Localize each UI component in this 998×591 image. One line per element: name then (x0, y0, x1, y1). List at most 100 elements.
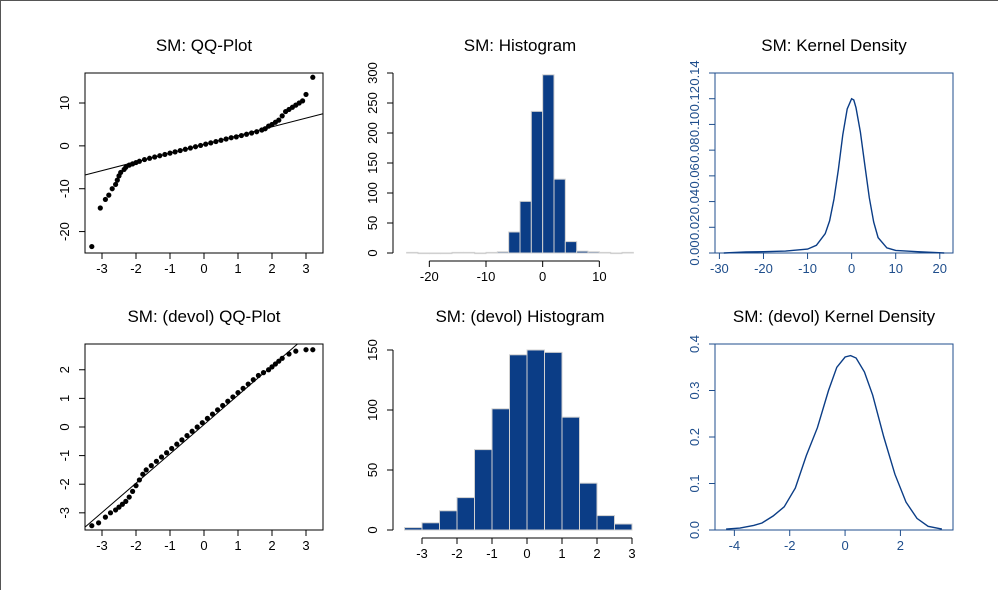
histogram-bar (530, 110, 544, 254)
qq-point (230, 394, 236, 400)
density-line (723, 97, 945, 254)
qq-point (102, 196, 108, 203)
qq-point (109, 186, 115, 192)
qq-point (199, 420, 205, 426)
y-tick-label: 50 (365, 216, 380, 230)
histogram-bar (553, 178, 566, 254)
histogram-bar (440, 252, 453, 255)
qq-point (162, 151, 168, 158)
qq-point (106, 192, 112, 198)
y-tick-label: 10 (57, 96, 72, 110)
chart-title: SM: Kernel Density (761, 36, 907, 55)
y-tick-label: 0.0 (687, 521, 702, 539)
y-tick-label: 0.12 (687, 86, 702, 111)
x-tick-label: 10 (592, 269, 606, 284)
x-tick-label: -10 (477, 269, 496, 284)
qq-point (167, 150, 173, 156)
qq-point (238, 132, 244, 139)
qq-point (225, 398, 231, 404)
chart-title: SM: (devol) QQ-Plot (127, 307, 280, 326)
qq-point (96, 520, 102, 526)
plot-frame (714, 343, 954, 531)
y-tick-label: 0.00 (687, 240, 702, 265)
qq-point (240, 385, 246, 391)
y-tick-label: 0.14 (687, 60, 702, 85)
x-tick-label: 2 (268, 538, 275, 553)
qq-point (266, 367, 272, 373)
histogram-bar (428, 252, 442, 255)
histogram-bar (576, 250, 589, 254)
y-tick-label: 0 (365, 249, 380, 256)
qq-point (276, 117, 282, 123)
chart-4: SM: (devol) QQ-Plot -3 -2 -1 0 1 2 3 -3 -2 -1 0 1 2 (57, 307, 324, 553)
qq-point (89, 523, 95, 529)
x-tick-label: -1 (164, 261, 176, 276)
chart-title: SM: (devol) Histogram (435, 307, 604, 326)
y-tick-label: 50 (365, 463, 380, 477)
plot-frame (84, 343, 324, 531)
qq-point (228, 135, 234, 141)
chart-3: SM: Kernel Density -30 -20 -10 0 10 20 0.000.02… (687, 36, 954, 276)
qq-point (97, 205, 103, 211)
histogram-bar (439, 510, 458, 531)
histogram-bar (598, 251, 612, 254)
qq-point (172, 149, 178, 155)
plot-frame (84, 72, 324, 254)
qq-point (279, 113, 285, 119)
qq-point (223, 136, 229, 142)
histogram-bar (417, 252, 430, 255)
qq-point (158, 454, 165, 460)
x-tick-label: 2 (897, 538, 904, 553)
histogram-bar (614, 523, 633, 531)
histogram-bar (509, 354, 528, 531)
y-tick-label: -2 (57, 478, 72, 490)
histogram-bar (496, 251, 510, 254)
chart-title: SM: (devol) Kernel Density (733, 307, 936, 326)
x-tick-label: -2 (784, 538, 796, 553)
x-tick-label: 0 (539, 269, 546, 284)
y-tick-label: 150 (365, 339, 380, 361)
x-tick-label: 0 (848, 261, 855, 276)
qq-point (269, 364, 275, 370)
qq-point (250, 377, 256, 383)
qq-point (272, 361, 278, 367)
qq-point (182, 146, 188, 152)
y-tick-label: 0 (57, 142, 72, 149)
x-tick-label: 2 (268, 261, 275, 276)
qq-point (130, 488, 136, 494)
qq-point (204, 415, 210, 421)
histogram-bar (544, 351, 563, 531)
histogram-bar (621, 251, 634, 254)
qq-point (189, 428, 195, 434)
histogram-bar (564, 241, 578, 254)
x-tick-label: 10 (888, 261, 902, 276)
density-line (726, 354, 943, 530)
histogram-bar (610, 252, 623, 255)
histogram-bar (474, 252, 487, 255)
qq-point (114, 177, 120, 183)
histogram-bar (561, 416, 580, 531)
x-tick-label: -1 (486, 546, 498, 561)
histogram-bar (485, 251, 498, 254)
qq-point (169, 445, 175, 452)
qq-point (243, 131, 250, 137)
qq-point (203, 141, 209, 147)
qq-point (303, 347, 309, 353)
histogram-bar (491, 408, 510, 531)
x-tick-label: -3 (416, 546, 428, 561)
y-tick-label: 0.10 (687, 112, 702, 137)
qq-point (220, 402, 226, 409)
qq-point (152, 154, 158, 160)
qq-point (140, 471, 146, 477)
x-tick-label: 1 (558, 546, 565, 561)
x-tick-label: 0 (200, 261, 207, 276)
x-tick-label: -10 (798, 261, 817, 276)
x-tick-label: 0 (841, 538, 848, 553)
qq-point (187, 145, 193, 151)
plot-frame (714, 72, 954, 254)
qq-point (260, 370, 267, 376)
histogram-bar (404, 527, 423, 531)
qq-point (123, 498, 129, 504)
